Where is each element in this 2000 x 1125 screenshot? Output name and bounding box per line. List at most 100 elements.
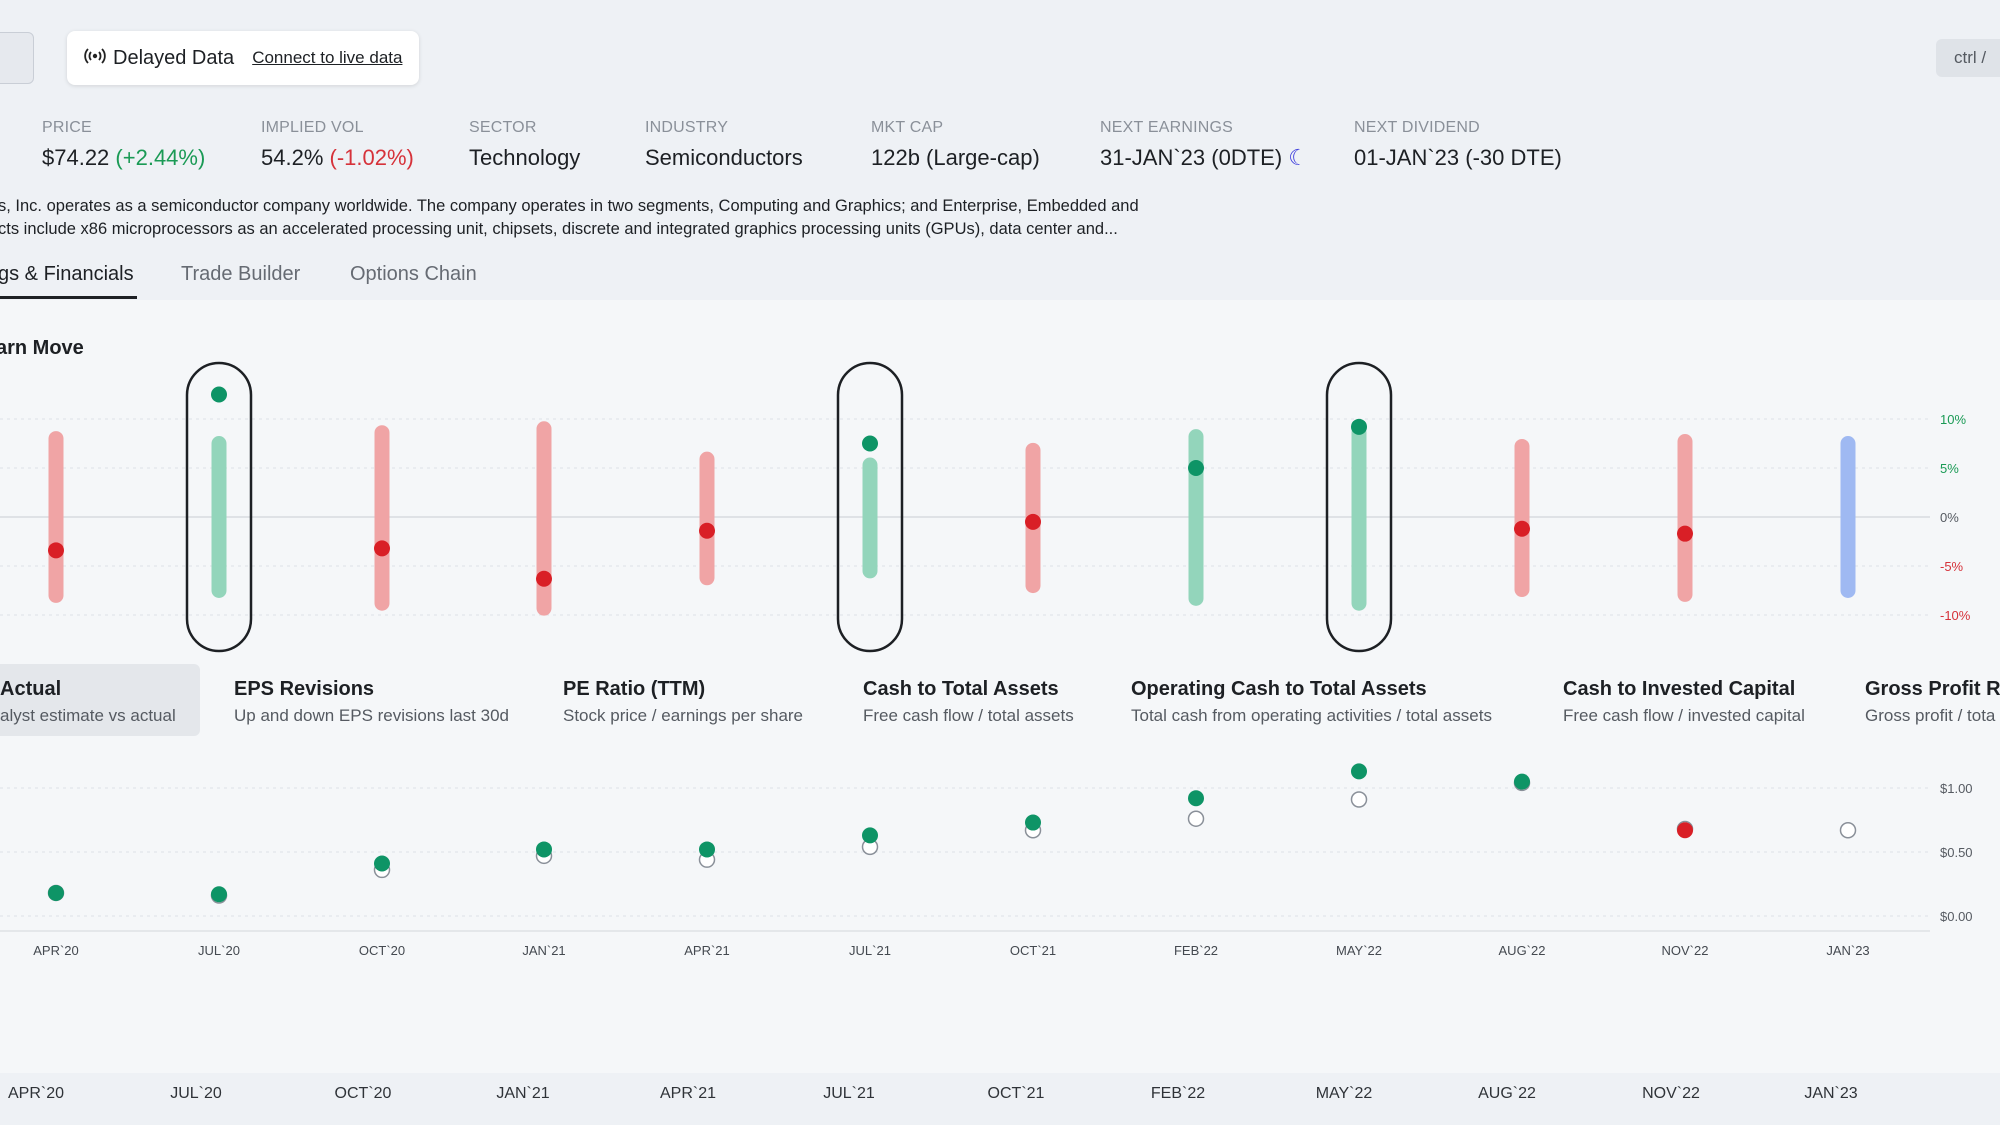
eps-estimate-dot	[1350, 791, 1368, 808]
eps-actual-dot	[536, 841, 552, 858]
eps-chart: $1.00 $0.50 $0.00 APR`20 JUL`20 OCT`20 JAN`21 A…	[0, 763, 1973, 958]
metric-cash-to-total-assets[interactable]: Cash to Total Assets Free cash flow / to…	[863, 664, 1074, 736]
actual-move-dot	[1514, 520, 1530, 537]
earnings-move-chart: 10% 5% 0% -5% -10%	[0, 361, 1971, 653]
metric-subtitle: Stock price / earnings per share	[563, 706, 804, 725]
stat-label: MKT CAP	[871, 119, 944, 136]
active-tab-indicator	[0, 296, 137, 299]
actual-move-dot	[862, 435, 878, 452]
metric-gross-profit[interactable]: Gross Profit Ra Gross profit / tota	[1865, 664, 2000, 736]
eps-actual-dot	[1351, 763, 1367, 780]
metric-subtitle: Free cash flow / total assets	[863, 706, 1074, 725]
stat-label: SECTOR	[469, 119, 537, 136]
metric-subtitle: alyst estimate vs actual	[0, 706, 176, 725]
metric-operating-cash[interactable]: Operating Cash to Total Assets Total cas…	[1131, 664, 1492, 736]
stat-implied-vol: IMPLIED VOL 54.2% (-1.02%)	[261, 119, 414, 171]
highlight-outline	[1325, 361, 1393, 653]
y-tick-label: -10%	[1940, 608, 1971, 623]
panel-title: arn Move	[0, 337, 84, 359]
timeline-label[interactable]: NOV`22	[1642, 1085, 1700, 1102]
stat-label: NEXT EARNINGS	[1100, 119, 1233, 136]
actual-move-dot	[699, 522, 715, 539]
metric-eps-revisions[interactable]: EPS Revisions Up and down EPS revisions …	[234, 664, 509, 736]
delayed-data-label: Delayed Data	[113, 46, 235, 69]
eps-actual-dot	[862, 827, 878, 844]
delayed-data-banner: Delayed Data Connect to live data	[67, 31, 419, 85]
stat-label: PRICE	[42, 119, 92, 136]
timeline-label[interactable]: JAN`23	[1804, 1085, 1858, 1102]
metric-actual[interactable]: Actual alyst estimate vs actual	[0, 664, 200, 736]
metric-cash-to-invested-capital[interactable]: Cash to Invested Capital Free cash flow …	[1563, 664, 1805, 736]
actual-move-dot	[374, 540, 390, 557]
timeline-label[interactable]: OCT`21	[987, 1085, 1045, 1102]
y-tick-label: $0.50	[1940, 845, 1973, 860]
description-line: s, Inc. operates as a semiconductor comp…	[0, 197, 1139, 215]
description-line: cts include x86 microprocessors as an ac…	[0, 220, 1118, 238]
tab-options-chain[interactable]: Options Chain	[350, 263, 477, 285]
stat-industry: INDUSTRY Semiconductors	[645, 119, 803, 171]
actual-move-dot	[1025, 513, 1041, 530]
timeline-label[interactable]: JUL`20	[170, 1085, 222, 1102]
x-tick-label: OCT`20	[359, 943, 405, 958]
eps-actual-dot	[699, 841, 715, 858]
timeline-label[interactable]: JAN`21	[496, 1085, 550, 1102]
connect-live-data-link[interactable]: Connect to live data	[252, 48, 403, 67]
timeline-label[interactable]: OCT`20	[334, 1085, 392, 1102]
x-tick-label: JUL`20	[198, 943, 240, 958]
metric-subtitle: Gross profit / tota	[1865, 706, 1996, 725]
x-tick-label: APR`21	[684, 943, 730, 958]
timeline-axis[interactable]: APR`20 JUL`20 OCT`20 JAN`21 APR`21 JUL`21 OCT`…	[0, 1073, 2000, 1125]
actual-move-dot	[48, 542, 64, 559]
x-tick-label: AUG`22	[1499, 943, 1546, 958]
eps-estimate-dot	[1187, 810, 1205, 827]
back-button[interactable]	[0, 32, 34, 84]
metric-title: Cash to Invested Capital	[1563, 678, 1796, 700]
timeline-label[interactable]: AUG`22	[1478, 1085, 1536, 1102]
metric-title: EPS Revisions	[234, 678, 375, 700]
y-tick-label: 0%	[1940, 510, 1959, 525]
eps-actual-dot	[48, 884, 64, 901]
metric-pe-ratio[interactable]: PE Ratio (TTM) Stock price / earnings pe…	[563, 664, 803, 736]
y-tick-label: $1.00	[1940, 781, 1973, 796]
actual-move-dot	[536, 570, 552, 587]
stat-value: $74.22	[42, 145, 110, 170]
y-tick-label: 10%	[1940, 412, 1966, 427]
y-tick-label: $0.00	[1940, 909, 1973, 924]
x-tick-label: OCT`21	[1010, 943, 1056, 958]
stat-label: INDUSTRY	[645, 119, 729, 136]
y-tick-label: 5%	[1940, 461, 1959, 476]
eps-actual-dot	[1514, 773, 1530, 790]
eps-actual-dot	[1188, 790, 1204, 807]
stat-value: 122b (Large-cap)	[871, 145, 1040, 170]
stat-value: 54.2%	[261, 145, 324, 170]
timeline-label[interactable]: JUL`21	[823, 1085, 875, 1102]
timeline-label[interactable]: APR`21	[659, 1085, 717, 1102]
stat-value: 01-JAN`23 (-30 DTE)	[1354, 145, 1562, 170]
stat-value: Semiconductors	[645, 145, 803, 170]
metric-subtitle: Up and down EPS revisions last 30d	[234, 706, 509, 725]
stat-label: NEXT DIVIDEND	[1354, 119, 1480, 136]
actual-move-dot	[211, 386, 227, 403]
metric-subtitle: Free cash flow / invested capital	[1563, 706, 1805, 725]
actual-move-dot	[1188, 460, 1204, 476]
stat-sector: SECTOR Technology	[469, 119, 580, 171]
stat-price: PRICE $74.22 (+2.44%)	[42, 119, 205, 171]
metric-title: PE Ratio (TTM)	[563, 678, 706, 700]
timeline-label[interactable]: MAY`22	[1315, 1085, 1373, 1102]
broadcast-icon	[83, 47, 107, 70]
timeline-label[interactable]: APR`20	[7, 1085, 65, 1102]
stat-next-dividend: NEXT DIVIDEND 01-JAN`23 (-30 DTE)	[1354, 119, 1562, 171]
stat-mkt-cap: MKT CAP 122b (Large-cap)	[871, 119, 1040, 171]
tab-earnings-financials[interactable]: gs & Financials	[0, 263, 134, 285]
y-tick-label: -5%	[1940, 559, 1964, 574]
x-tick-label: NOV`22	[1662, 943, 1709, 958]
tab-trade-builder[interactable]: Trade Builder	[181, 263, 301, 285]
moon-icon: ☾	[1288, 145, 1309, 170]
actual-move-dot	[1677, 525, 1693, 542]
timeline-label[interactable]: FEB`22	[1150, 1085, 1206, 1102]
metric-title: Operating Cash to Total Assets	[1131, 678, 1427, 700]
stat-value: 31-JAN`23 (0DTE)	[1100, 145, 1283, 170]
stat-value: Technology	[469, 145, 581, 170]
keyboard-shortcut-hint[interactable]: ctrl /	[1936, 39, 2000, 77]
